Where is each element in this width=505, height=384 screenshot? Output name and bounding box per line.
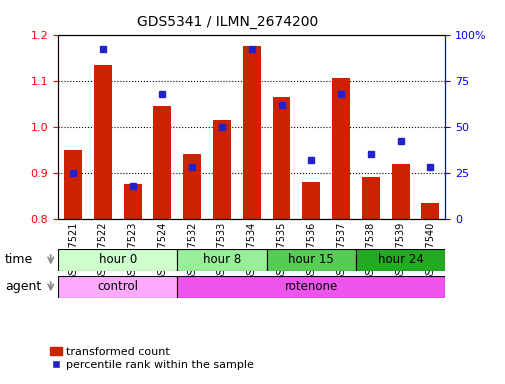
Text: GDS5341 / ILMN_2674200: GDS5341 / ILMN_2674200 [137, 15, 318, 29]
Bar [391, 164, 409, 219]
Bar [272, 97, 290, 219]
Bar [361, 177, 379, 219]
Bar [331, 78, 349, 219]
Text: rotenone: rotenone [284, 280, 337, 293]
Bar [183, 154, 200, 219]
Bar [94, 65, 112, 219]
Bar [266, 249, 355, 271]
Text: agent: agent [5, 280, 41, 293]
Text: control: control [97, 280, 138, 293]
Bar [58, 249, 177, 271]
Bar [153, 106, 171, 219]
Bar [177, 249, 266, 271]
Bar [123, 184, 141, 219]
Bar [64, 150, 82, 219]
Text: hour 0: hour 0 [98, 253, 136, 266]
Bar [355, 249, 444, 271]
Bar [177, 276, 444, 298]
Bar [58, 276, 177, 298]
Bar [242, 46, 260, 219]
Text: hour 8: hour 8 [203, 253, 240, 266]
Text: time: time [5, 253, 33, 266]
Bar [302, 182, 320, 219]
Text: hour 15: hour 15 [288, 253, 333, 266]
Bar [213, 120, 230, 219]
Text: hour 24: hour 24 [377, 253, 423, 266]
Legend: transformed count, percentile rank within the sample: transformed count, percentile rank withi… [46, 343, 258, 375]
Bar [421, 203, 438, 219]
